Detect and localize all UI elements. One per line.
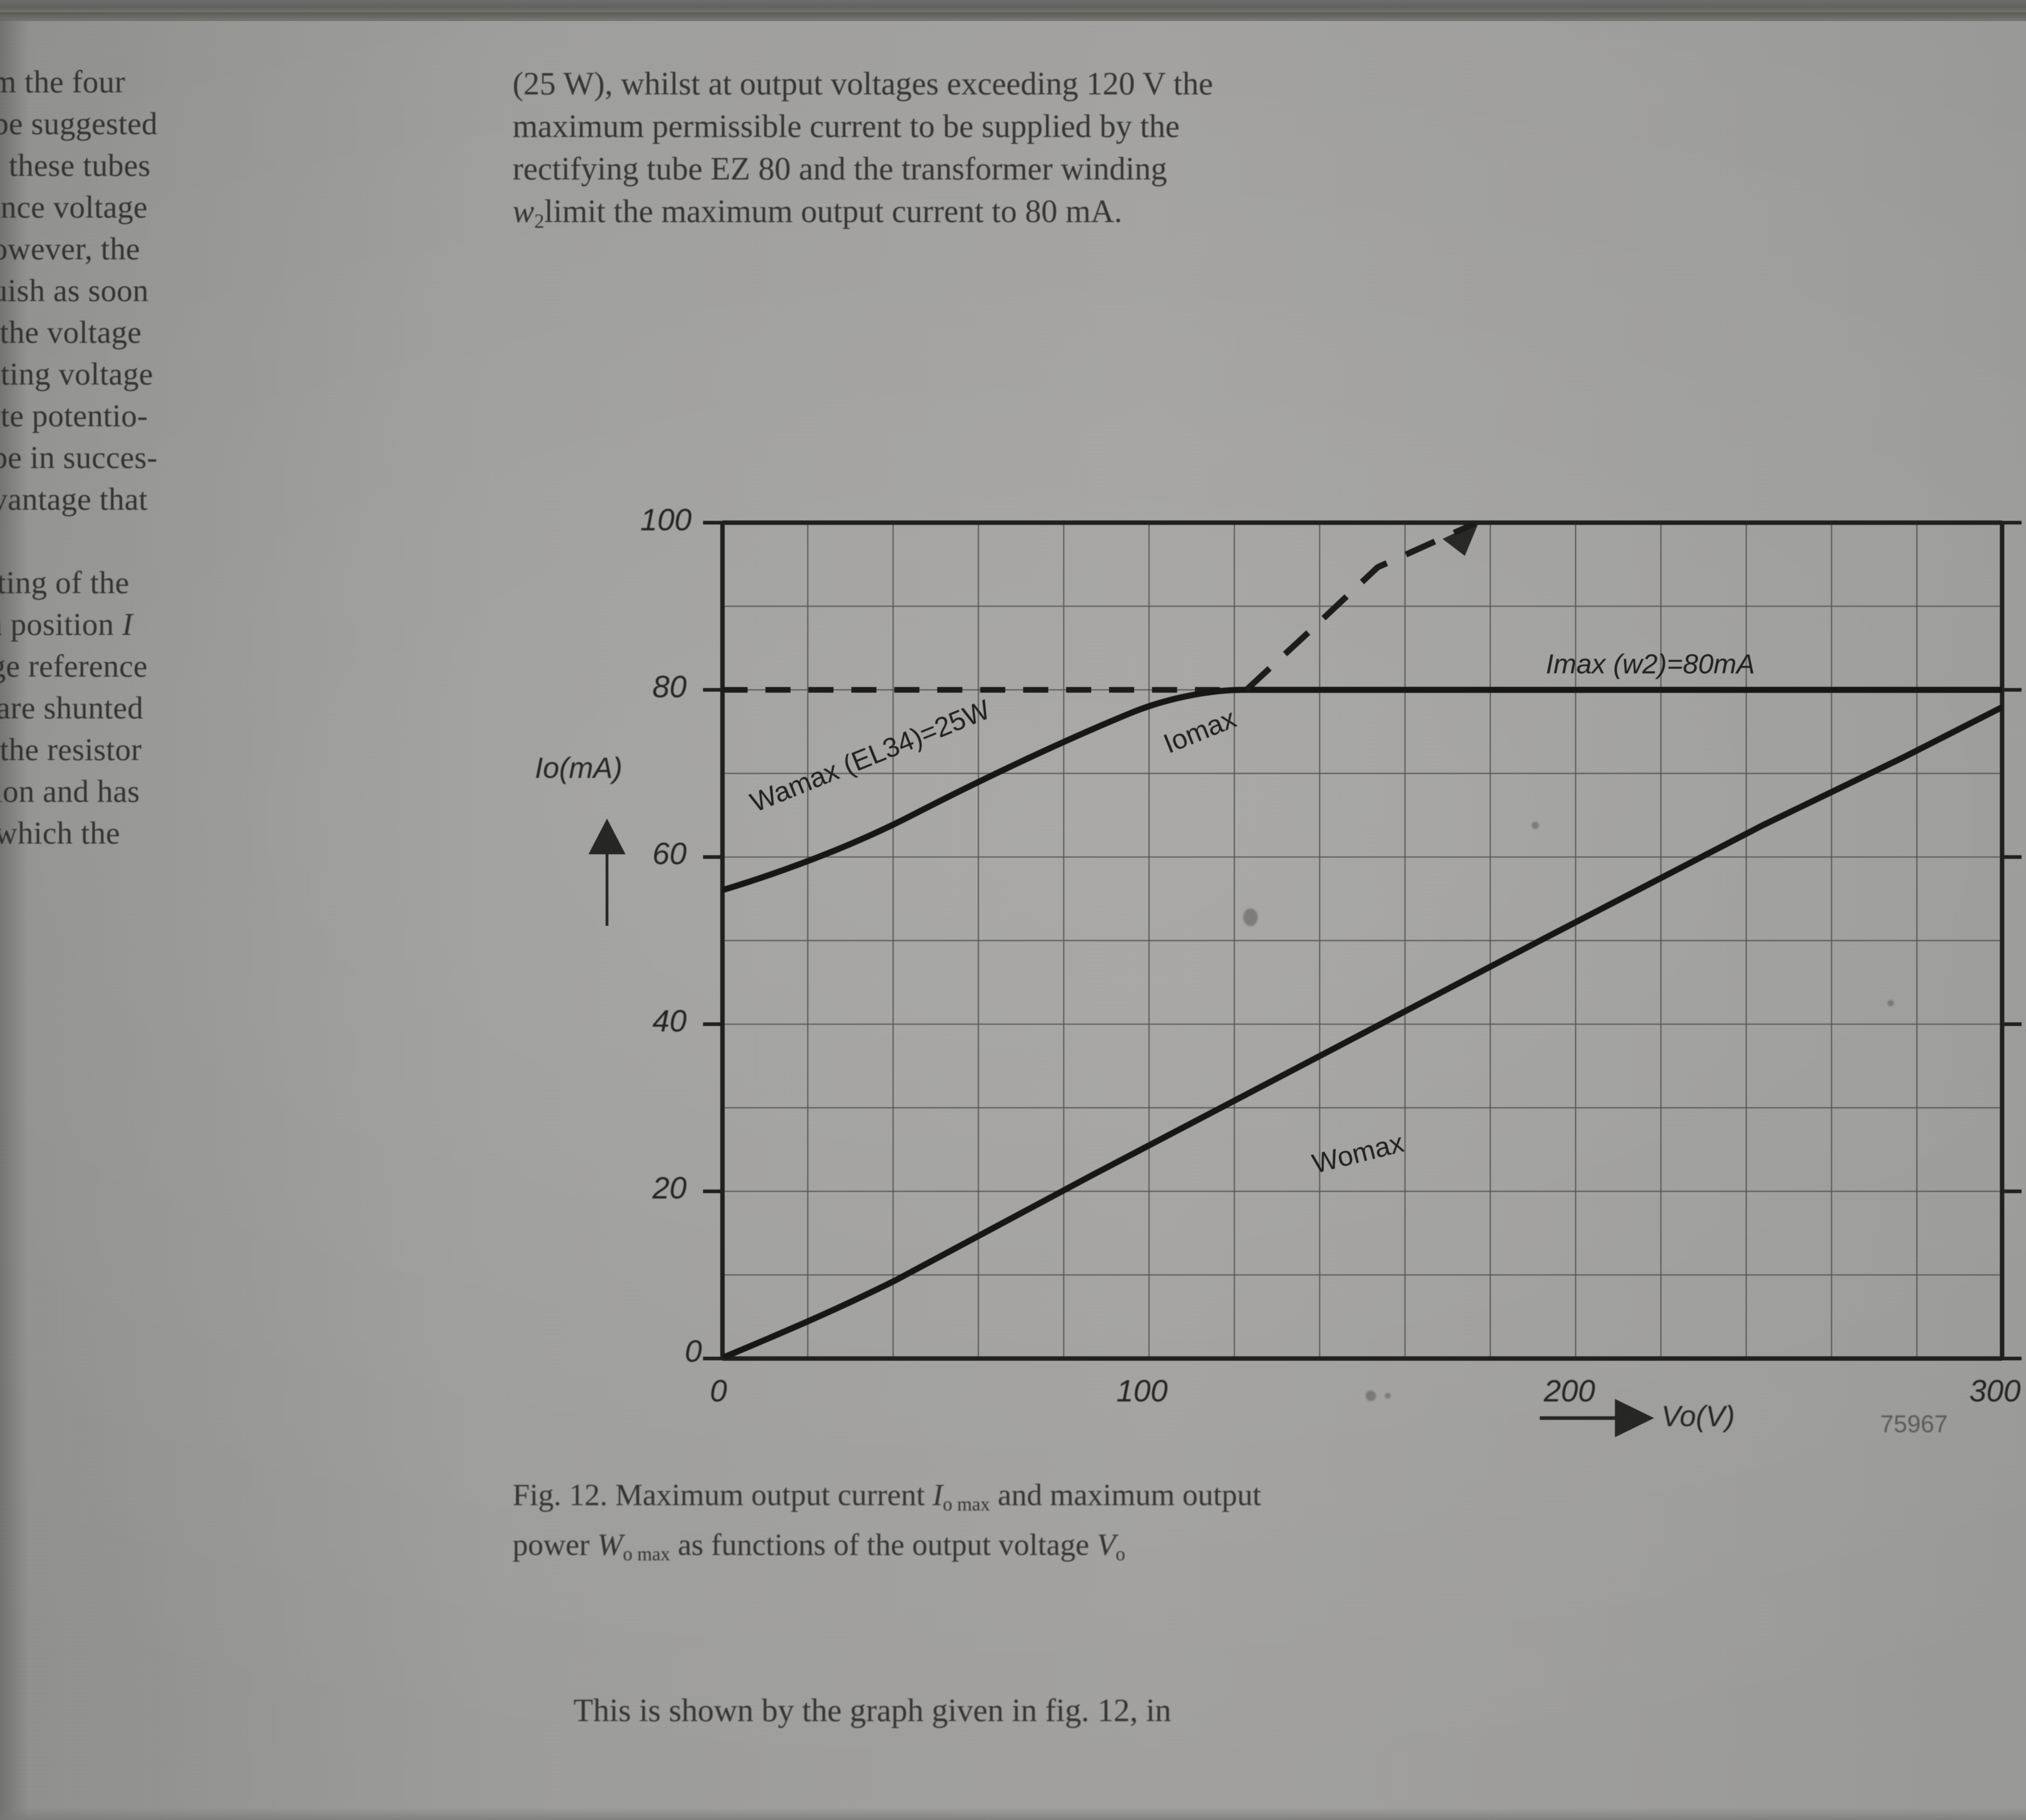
closing-paragraph-line: This is shown by the graph given in fig.… bbox=[513, 1690, 2026, 1732]
left-line: d the resistor bbox=[0, 732, 142, 767]
caption-prefix: Fig. 12. Maximum output current bbox=[513, 1478, 925, 1512]
caption-line2-prefix: power bbox=[513, 1528, 590, 1562]
left-line: however, the bbox=[0, 231, 140, 266]
left-line-text: are shunted bbox=[0, 690, 143, 725]
closing-paragraph-text: This is shown by the graph given in fig.… bbox=[573, 1693, 1171, 1728]
paragraph-gap bbox=[0, 520, 474, 562]
left-column-text: om the four t be suggested ss these tube… bbox=[0, 61, 474, 854]
caption-line2-middle: as functions of the output voltage bbox=[677, 1528, 1089, 1562]
left-line: rating voltage bbox=[0, 356, 154, 391]
left-line: dvantage that bbox=[0, 481, 148, 517]
left-line: r which the bbox=[0, 815, 120, 850]
left-line: t be suggested bbox=[0, 106, 158, 141]
top-dark-band-inner bbox=[0, 12, 2026, 21]
left-line: isting of the bbox=[0, 565, 130, 600]
caption-line-2: power Wo max as functions of the output … bbox=[513, 1525, 2026, 1574]
body-line-text: limit the maximum output current to 80 m… bbox=[544, 194, 1122, 229]
caption-symbol-V-sub: o bbox=[1116, 1544, 1125, 1565]
left-line: rence voltage bbox=[0, 189, 148, 224]
body-line: rectifying tube EZ 80 and the transforme… bbox=[513, 151, 1167, 187]
caption-line-1: Fig. 12. Maximum output current Io max a… bbox=[513, 1475, 2026, 1525]
left-line-text: In position bbox=[0, 607, 114, 642]
left-line: guish as soon bbox=[0, 273, 149, 308]
left-line: d the voltage bbox=[0, 314, 142, 350]
left-line: In position I bbox=[0, 603, 474, 645]
body-line: (25 W), whilst at output voltages exceed… bbox=[513, 66, 1213, 102]
left-line: age reference bbox=[0, 648, 148, 684]
left-line: ube in succes- bbox=[0, 440, 158, 475]
left-line: s are shunted bbox=[0, 687, 474, 728]
closing-paragraph: This is shown by the graph given in fig.… bbox=[513, 1690, 2026, 1732]
body-line: w2limit the maximum output current to 80… bbox=[513, 190, 2026, 242]
left-edge-shadow bbox=[0, 19, 28, 1820]
body-paragraph: (25 W), whilst at output voltages exceed… bbox=[513, 63, 2026, 242]
caption-symbol-I: I bbox=[932, 1478, 943, 1512]
caption-symbol-V: V bbox=[1096, 1528, 1116, 1562]
winding-symbol: w bbox=[513, 194, 534, 229]
position-italic-marker: I bbox=[122, 607, 133, 642]
caption-middle: and maximum output bbox=[998, 1478, 1261, 1512]
left-line: rate potentio- bbox=[0, 398, 148, 433]
caption-symbol-W: W bbox=[597, 1528, 623, 1562]
left-line: ition and has bbox=[0, 773, 140, 809]
winding-subscript: 2 bbox=[534, 209, 545, 232]
bottom-dark-band bbox=[0, 1808, 2026, 1820]
left-line: ss these tubes bbox=[0, 147, 151, 183]
body-line: maximum permissible current to be suppli… bbox=[513, 109, 1180, 144]
caption-symbol-W-sub: o max bbox=[623, 1544, 670, 1565]
figure-caption: Fig. 12. Maximum output current Io max a… bbox=[513, 1475, 2026, 1574]
left-line: om the four bbox=[0, 64, 126, 99]
caption-symbol-I-sub: o max bbox=[942, 1494, 990, 1515]
